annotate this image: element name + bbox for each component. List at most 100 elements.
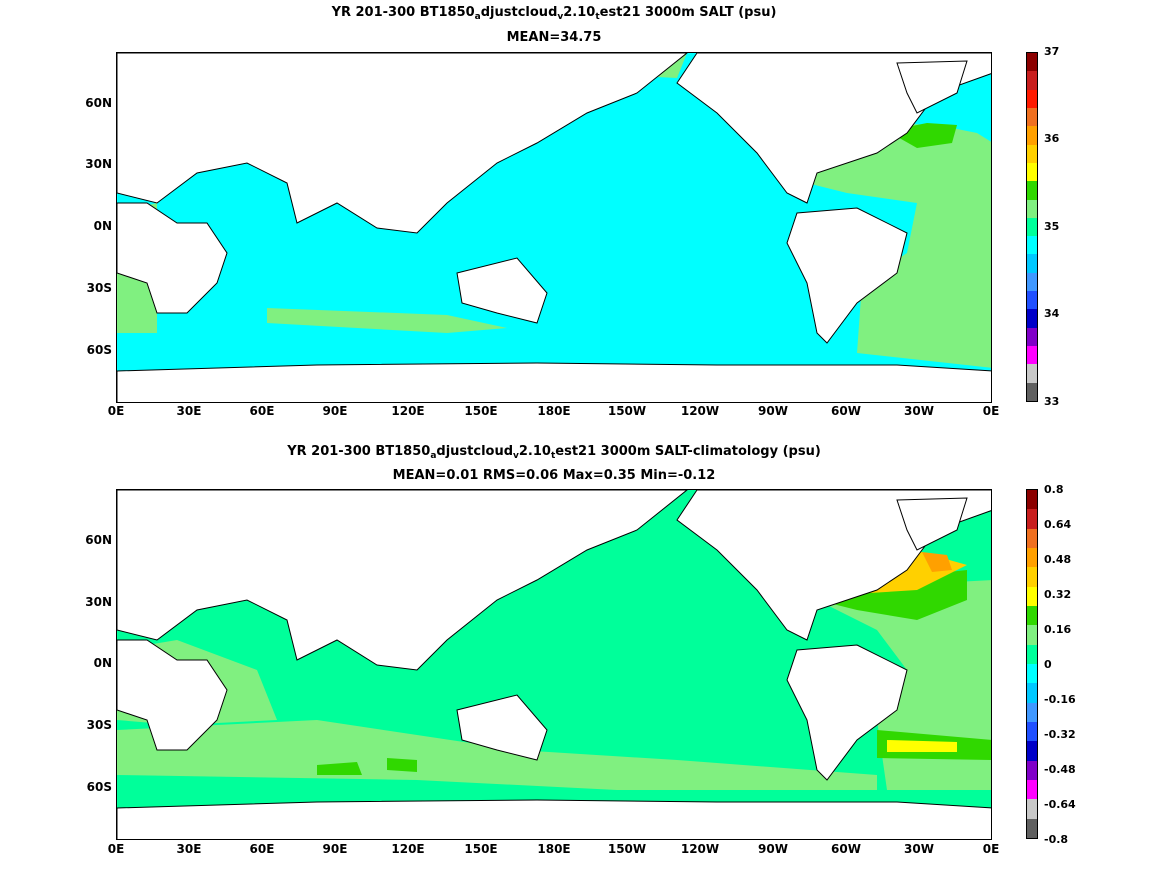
colorbar-segment	[1027, 107, 1037, 127]
panel1-title-sub1: a	[474, 12, 481, 22]
panel2-title-sub2: v	[513, 451, 519, 461]
panel2-xtick-30e: 30E	[176, 842, 202, 856]
colorbar-segment	[1027, 586, 1037, 606]
panel2-ytick-30n: 30N	[85, 595, 112, 609]
panel2-land-eurasia	[117, 490, 688, 671]
colorbar-segment	[1027, 382, 1037, 401]
panel1-title-a: YR 201-300 BT1850	[331, 5, 475, 20]
panel1-title-sub3: t	[595, 12, 600, 22]
panel2-subtitle: MEAN=0.01 RMS=0.06 Max=0.35 Min=-0.12	[392, 468, 716, 483]
panel2-land-africa	[117, 639, 228, 751]
panel2-title-d: est21 3000m SALT-climatology (psu)	[555, 444, 821, 459]
panel1-colorbar-label-35: 35	[1044, 220, 1060, 233]
panel2-land-greenland	[896, 497, 968, 551]
colorbar-segment	[1027, 779, 1037, 800]
panel1-southern-green-band	[267, 308, 507, 333]
panel2-ytick-30s: 30S	[86, 718, 112, 732]
panel1-colorbar-label-33: 33	[1044, 395, 1060, 408]
panel2-ytick-60n: 60N	[85, 533, 112, 547]
panel2-colorbar-label-5: 0	[1044, 658, 1052, 671]
panel1-land-africa	[117, 202, 228, 314]
panel2-xtick-180e: 180E	[537, 842, 571, 856]
panel2-colorbar-label-4: 0.16	[1044, 623, 1072, 636]
panel2-colorbar-label-2: 0.48	[1044, 553, 1072, 566]
panel1-land-antarctica	[117, 362, 991, 402]
panel2-indian-green-spot	[317, 762, 362, 775]
colorbar-segment	[1027, 625, 1037, 645]
panel1-xtick-150e: 150E	[464, 404, 498, 418]
colorbar-segment	[1027, 509, 1037, 529]
colorbar-segment	[1027, 547, 1037, 568]
panel2-colorbar-label-7: -0.32	[1044, 728, 1076, 741]
colorbar-segment	[1027, 663, 1037, 684]
colorbar-segment	[1027, 818, 1037, 838]
panel1-ytick-0n: 0N	[93, 219, 112, 233]
panel1-xtick-30e: 30E	[176, 404, 202, 418]
panel2-colorbar-label-3: 0.32	[1044, 588, 1072, 601]
panel2-land-australia	[456, 694, 548, 761]
panel1-land-eurasia	[117, 53, 688, 234]
panel2-colorbar-label-9: -0.64	[1044, 798, 1076, 811]
panel2-southern-lightgreen-band	[117, 720, 877, 790]
panel2-land-antarctica	[117, 799, 991, 839]
panel1-xtick-180e: 180E	[537, 404, 571, 418]
panel1-xtick-0e-end: 0E	[982, 404, 1000, 418]
panel2-title-b: djustcloud	[436, 444, 514, 459]
panel1-xtick-60w: 60W	[831, 404, 861, 418]
panel1-title-sub2: v	[557, 12, 564, 22]
panel1-xtick-0e: 0E	[107, 404, 125, 418]
panel2-xtick-60e: 60E	[249, 842, 275, 856]
panel2-colorbar-label-1: 0.64	[1044, 518, 1072, 531]
panel1-ytick-30s: 30S	[86, 281, 112, 295]
panel1-xtick-90e: 90E	[322, 404, 348, 418]
panel2-xtick-120w: 120W	[680, 842, 720, 856]
panel2-title-c: 2.10	[518, 444, 551, 459]
colorbar-segment	[1027, 162, 1037, 182]
colorbar-segment	[1027, 199, 1037, 218]
panel2-xtick-30w: 30W	[904, 842, 934, 856]
colorbar-segment	[1027, 89, 1037, 108]
panel1-atlantic-field	[807, 123, 991, 368]
panel1-xtick-120w: 120W	[680, 404, 720, 418]
colorbar-segment	[1027, 309, 1037, 328]
panel2-xtick-150w: 150W	[607, 842, 647, 856]
panel1-subtitle: MEAN=34.75	[506, 30, 602, 45]
panel1-xtick-150w: 150W	[607, 404, 647, 418]
colorbar-segment	[1027, 291, 1037, 310]
panel1-title-b: djustcloud	[480, 5, 558, 20]
panel2-ytick-60s: 60S	[86, 780, 112, 794]
colorbar-segment	[1027, 126, 1037, 145]
colorbar-segment	[1027, 528, 1037, 548]
colorbar-segment	[1027, 683, 1037, 703]
panel1-colorbar-label-36: 36	[1044, 132, 1060, 145]
colorbar-segment	[1027, 217, 1037, 237]
panel2-colorbar-label-0: 0.8	[1044, 483, 1064, 496]
panel2-xtick-120e: 120E	[391, 842, 425, 856]
panel1-xtick-90w: 90W	[758, 404, 788, 418]
colorbar-segment	[1027, 346, 1037, 365]
panel2-title-sub1: a	[430, 451, 437, 461]
colorbar-segment	[1027, 327, 1037, 346]
colorbar-segment	[1027, 71, 1037, 90]
panel2-colorbar-label-8: -0.48	[1044, 763, 1076, 776]
panel1-xtick-30w: 30W	[904, 404, 934, 418]
colorbar-segment	[1027, 760, 1037, 780]
panel2-xtick-90w: 90W	[758, 842, 788, 856]
panel2-south-atlantic-yellow	[887, 740, 957, 752]
panel1-map-svg	[117, 53, 991, 402]
colorbar-segment	[1027, 181, 1037, 200]
panel1-land-greenland	[896, 60, 968, 114]
panel2-ytick-0n: 0N	[93, 656, 112, 670]
colorbar-segment	[1027, 53, 1037, 72]
panel1-xtick-120e: 120E	[391, 404, 425, 418]
colorbar-segment	[1027, 741, 1037, 761]
colorbar-segment	[1027, 254, 1037, 273]
panel2-title-sub3: t	[550, 451, 556, 461]
panel2-xtick-150e: 150E	[464, 842, 498, 856]
colorbar-segment	[1027, 144, 1037, 163]
panel2-colorbar	[1026, 489, 1038, 839]
panel1-title-c: 2.10	[563, 5, 596, 20]
colorbar-segment	[1027, 490, 1037, 510]
panel1-title-d: est21 3000m SALT (psu)	[599, 5, 777, 20]
colorbar-segment	[1027, 799, 1037, 819]
